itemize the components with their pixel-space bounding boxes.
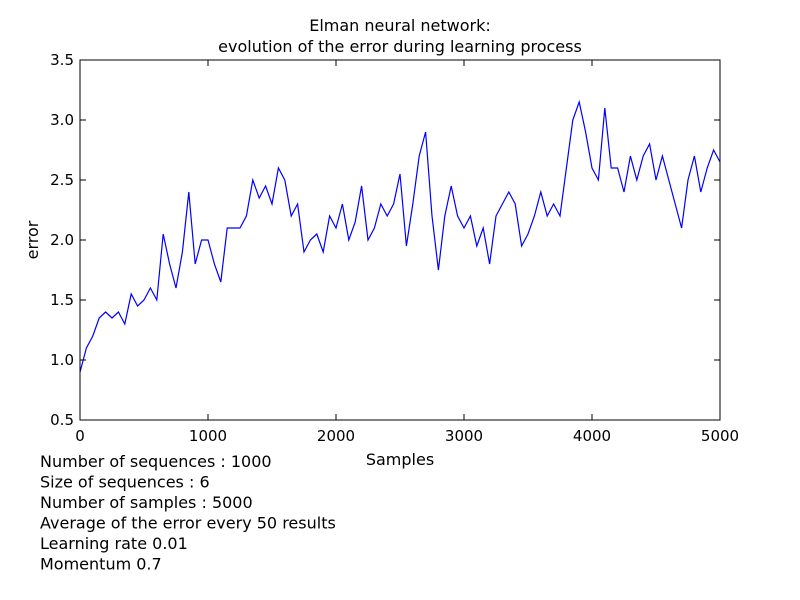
x-tick-label: 5000 — [701, 427, 739, 445]
y-tick-label: 3.0 — [50, 111, 74, 129]
y-tick-label: 0.5 — [50, 411, 74, 429]
y-tick-label: 2.0 — [50, 231, 74, 249]
x-tick-label: 3000 — [445, 427, 483, 445]
y-tick-label: 3.5 — [50, 51, 74, 69]
x-axis-label: Samples — [366, 450, 434, 469]
annotation: Size of sequences : 6 — [40, 473, 210, 492]
y-axis-label: error — [23, 220, 42, 259]
chart-title: Elman neural network: — [309, 16, 491, 35]
annotation: Number of sequences : 1000 — [40, 452, 272, 471]
data-line — [79, 99, 721, 373]
chart-title: evolution of the error during learning p… — [218, 37, 582, 56]
plot-frame — [79, 59, 721, 421]
annotation: Momentum 0.7 — [40, 555, 162, 574]
x-tick-label: 4000 — [573, 427, 611, 445]
y-tick-label: 1.0 — [50, 351, 74, 369]
annotation: Average of the error every 50 results — [40, 514, 336, 533]
x-tick-label: 1000 — [189, 427, 227, 445]
y-tick-label: 2.5 — [50, 171, 74, 189]
annotation: Learning rate 0.01 — [40, 534, 188, 553]
x-tick-label: 0 — [75, 427, 85, 445]
y-tick-label: 1.5 — [50, 291, 74, 309]
x-tick-label: 2000 — [317, 427, 355, 445]
annotation: Number of samples : 5000 — [40, 493, 253, 512]
